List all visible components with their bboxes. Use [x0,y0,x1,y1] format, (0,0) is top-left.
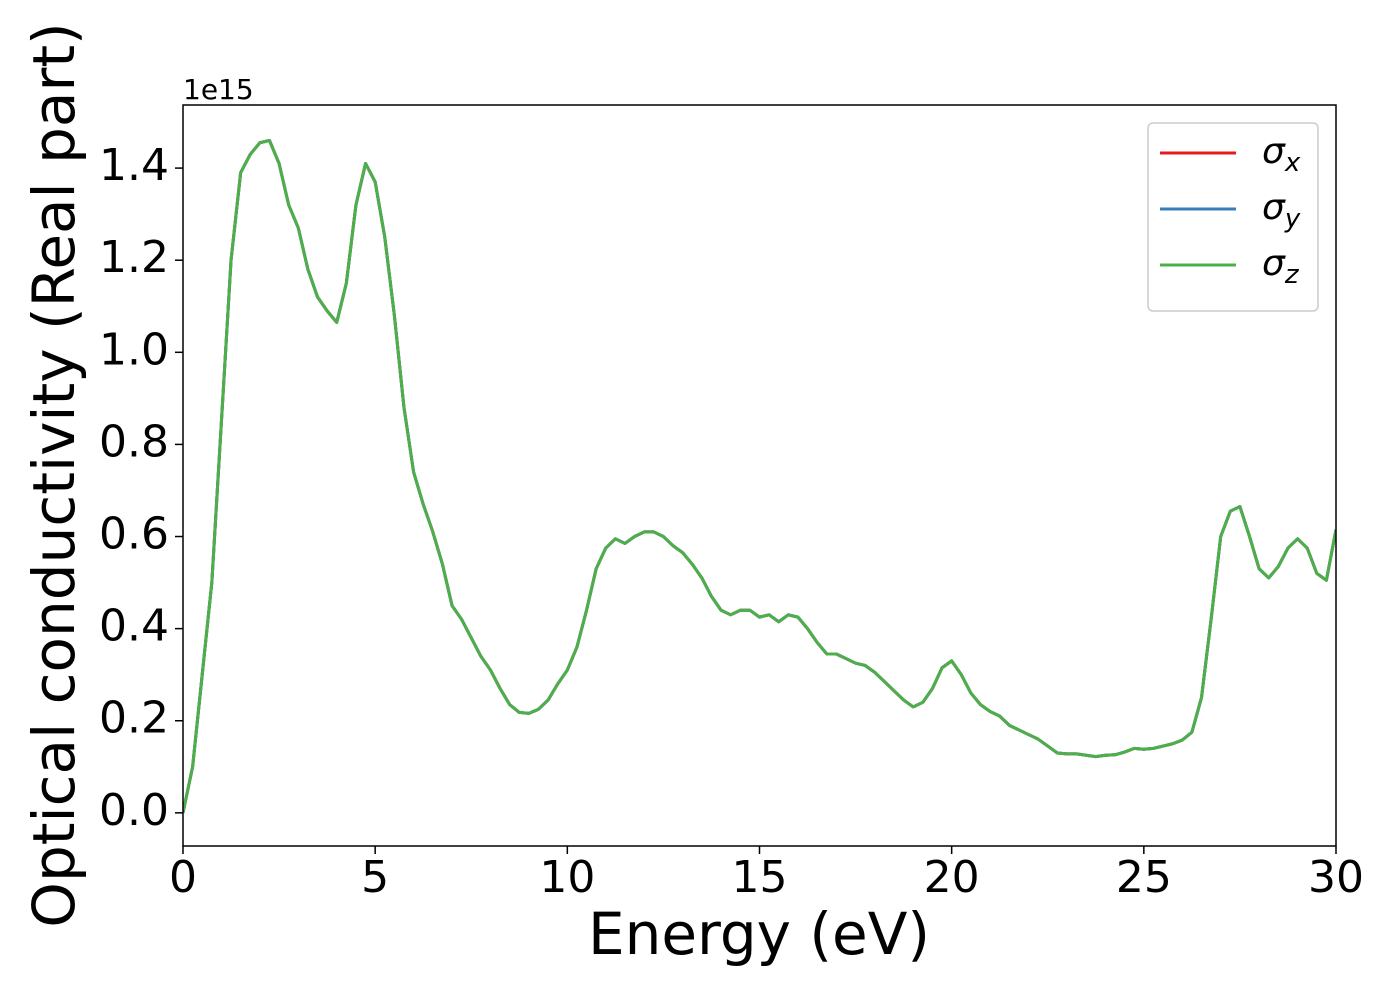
y-tick-label: 1.4 [99,140,169,191]
legend-label: σx [1262,131,1301,178]
x-tick-label: 30 [1308,852,1364,903]
y-tick-label: 0.4 [99,601,169,652]
y-tick-label: 0.6 [99,509,169,560]
y-tick-label: 1.0 [99,324,169,375]
y-axis-label: Optical conductivity (Real part) [20,22,88,927]
y-tick-label: 0.2 [99,693,169,744]
line [183,138,1336,814]
offset-label: 1e15 [183,73,254,106]
x-axis-label: Energy (eV) [588,900,930,968]
y-tick-label: 0.0 [99,785,169,836]
x-tick-label: 5 [361,852,389,903]
x-tick-label: 15 [732,852,788,903]
x-tick-label: 20 [924,852,980,903]
y-tick-label: 0.8 [99,416,169,467]
legend-label: σz [1262,243,1300,290]
x-tick-label: 10 [539,852,595,903]
legend-label: σy [1262,187,1301,234]
x-tick-label: 0 [169,852,197,903]
y-tick-label: 1.2 [99,232,169,283]
axes-frame [182,104,1337,847]
x-tick-label: 25 [1116,852,1172,903]
